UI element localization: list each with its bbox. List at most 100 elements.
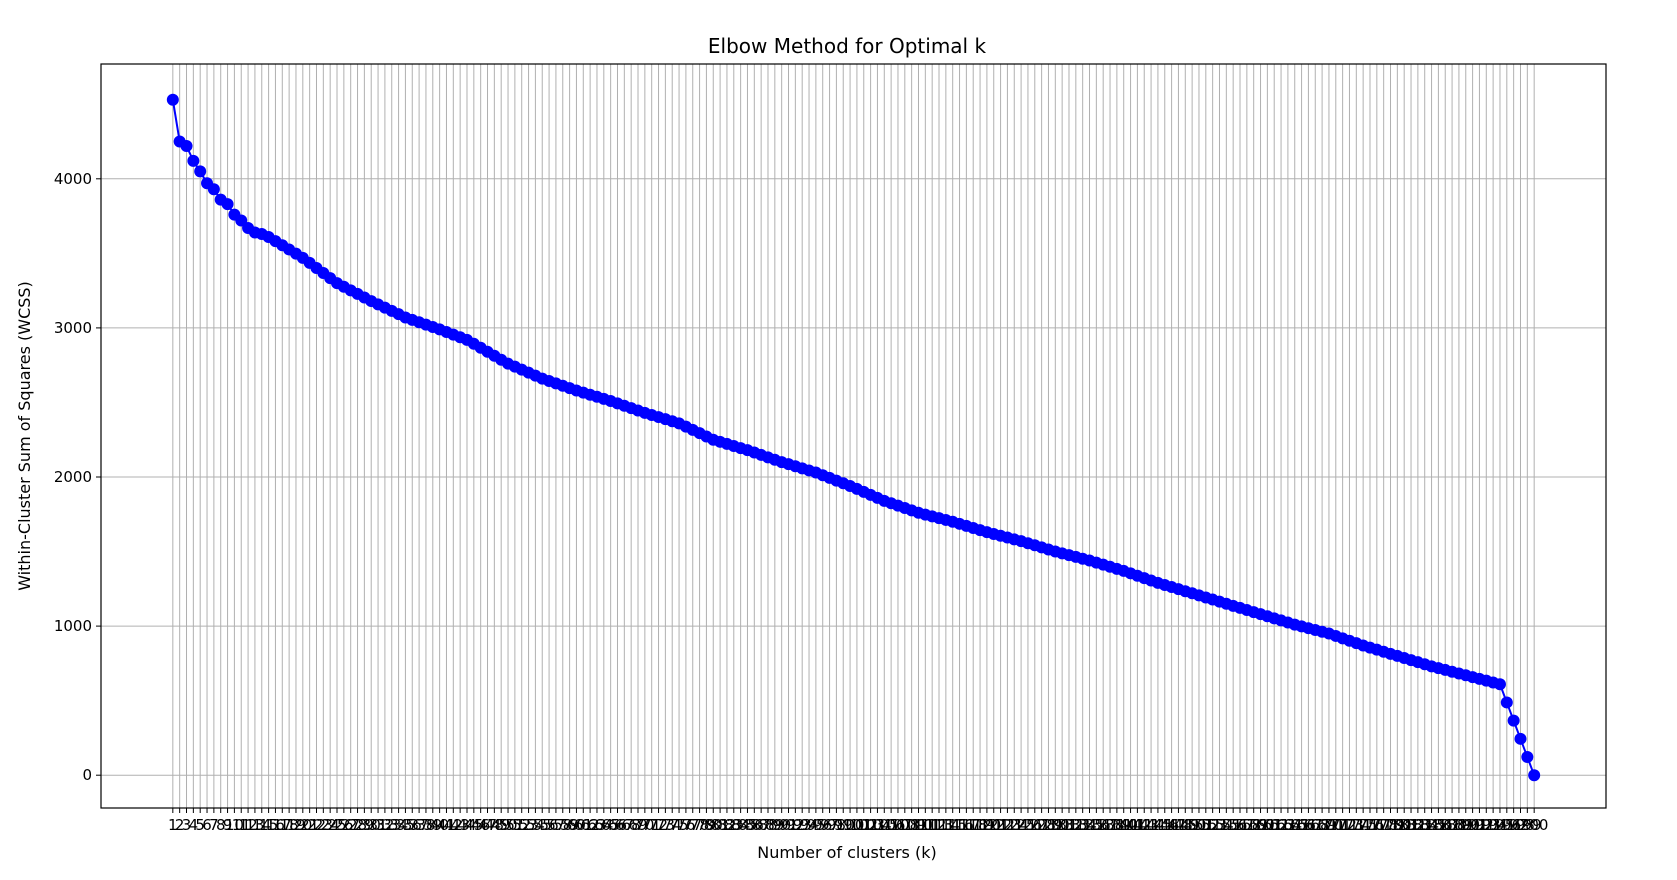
x-tick-label: 189: [1445, 816, 1474, 834]
x-tick-label: 33: [382, 816, 401, 834]
x-tick-label: 161: [1253, 816, 1282, 834]
x-tick-label: 131: [1048, 816, 1077, 834]
x-tick-label: 54: [526, 816, 545, 834]
x-tick-label: 139: [1103, 816, 1132, 834]
x-tick-label: 121: [979, 816, 1008, 834]
x-tick-label: 55: [533, 816, 552, 834]
x-tick-label: 190: [1451, 816, 1480, 834]
y-tick-label: 1000: [54, 617, 92, 635]
data-point: [1514, 732, 1527, 745]
x-tick-label: 89: [765, 816, 784, 834]
x-tick-label: 141: [1116, 816, 1145, 834]
x-tick-label: 24: [321, 816, 340, 834]
x-tick-label: 5: [195, 816, 205, 834]
x-tick-label: 92: [786, 816, 805, 834]
x-tick-label: 31: [369, 816, 388, 834]
x-tick-label: 3: [182, 816, 192, 834]
x-tick-label: 74: [663, 816, 682, 834]
x-tick-label: 108: [890, 816, 919, 834]
x-tick-label: 19: [286, 816, 305, 834]
x-tick-label: 116: [945, 816, 974, 834]
marker-layer: [166, 93, 1541, 782]
x-tick-label: 28: [348, 816, 367, 834]
x-tick-label: 103: [856, 816, 885, 834]
x-tick-label: 163: [1267, 816, 1296, 834]
x-tick-label: 36: [403, 816, 422, 834]
x-tick-label: 102: [849, 816, 878, 834]
x-tick-label: 12: [239, 816, 258, 834]
x-tick-label: 109: [897, 816, 926, 834]
x-tick-label: 178: [1369, 816, 1398, 834]
x-tick-label: 124: [1000, 816, 1029, 834]
x-tick-label: 122: [986, 816, 1015, 834]
x-tick-label: 68: [622, 816, 641, 834]
x-tick-label: 14: [252, 816, 271, 834]
x-tick-label: 100: [836, 816, 865, 834]
x-tick-label: 160: [1246, 816, 1275, 834]
x-tick-label: 117: [952, 816, 981, 834]
x-tick-label: 91: [779, 816, 798, 834]
x-tick-label: 41: [437, 816, 456, 834]
x-tick-label: 62: [581, 816, 600, 834]
x-tick-label: 44: [457, 816, 476, 834]
x-tick-label: 195: [1486, 816, 1515, 834]
x-tick-label: 183: [1404, 816, 1433, 834]
x-tick-label: 18: [280, 816, 299, 834]
x-tick-layer: 1234567891011121314151617181920212223242…: [168, 808, 1548, 834]
x-tick-label: 98: [827, 816, 846, 834]
x-tick-label: 71: [642, 816, 661, 834]
y-tick-label: 4000: [54, 170, 92, 188]
x-tick-label: 42: [444, 816, 463, 834]
x-tick-label: 8: [216, 816, 226, 834]
x-tick-label: 9: [223, 816, 233, 834]
x-tick-label: 145: [1144, 816, 1173, 834]
x-tick-label: 4: [189, 816, 199, 834]
x-tick-label: 169: [1308, 816, 1337, 834]
x-tick-label: 186: [1424, 816, 1453, 834]
x-tick-label: 66: [608, 816, 627, 834]
x-tick-label: 93: [793, 816, 812, 834]
x-tick-label: 49: [492, 816, 511, 834]
x-tick-label: 38: [416, 816, 435, 834]
x-tick-label: 165: [1280, 816, 1309, 834]
x-tick-label: 110: [904, 816, 933, 834]
x-tick-label: 65: [601, 816, 620, 834]
x-tick-label: 40: [430, 816, 449, 834]
data-point: [207, 183, 220, 196]
x-tick-label: 123: [993, 816, 1022, 834]
y-axis-label: Within-Cluster Sum of Squares (WCSS): [15, 281, 34, 591]
x-tick-label: 153: [1198, 816, 1227, 834]
x-tick-label: 107: [884, 816, 913, 834]
x-tick-label: 174: [1342, 816, 1371, 834]
x-tick-label: 83: [724, 816, 743, 834]
x-tick-label: 184: [1410, 816, 1439, 834]
plot-frame: [100, 63, 1607, 809]
x-tick-label: 80: [704, 816, 723, 834]
x-tick-label: 158: [1233, 816, 1262, 834]
x-tick-label: 180: [1383, 816, 1412, 834]
x-tick-label: 146: [1150, 816, 1179, 834]
x-tick-label: 79: [697, 816, 716, 834]
x-tick-label: 126: [1014, 816, 1043, 834]
x-tick-label: 53: [519, 816, 538, 834]
x-tick-label: 170: [1315, 816, 1344, 834]
x-tick-label: 156: [1219, 816, 1248, 834]
x-tick-label: 96: [813, 816, 832, 834]
x-tick-label: 48: [485, 816, 504, 834]
y-tick-layer: 0 1000 2000 3000 4000: [54, 170, 101, 784]
x-tick-label: 120: [973, 816, 1002, 834]
data-point: [1507, 714, 1520, 727]
x-tick-label: 10: [225, 816, 244, 834]
x-tick-label: 95: [806, 816, 825, 834]
x-tick-label: 76: [676, 816, 695, 834]
x-tick-label: 179: [1376, 816, 1405, 834]
x-tick-label: 157: [1226, 816, 1255, 834]
data-point: [1500, 696, 1513, 709]
x-tick-label: 171: [1321, 816, 1350, 834]
x-tick-label: 63: [587, 816, 606, 834]
x-tick-label: 46: [471, 816, 490, 834]
x-tick-label: 128: [1027, 816, 1056, 834]
x-tick-label: 125: [1007, 816, 1036, 834]
x-tick-label: 25: [327, 816, 346, 834]
x-tick-label: 2: [175, 816, 185, 834]
